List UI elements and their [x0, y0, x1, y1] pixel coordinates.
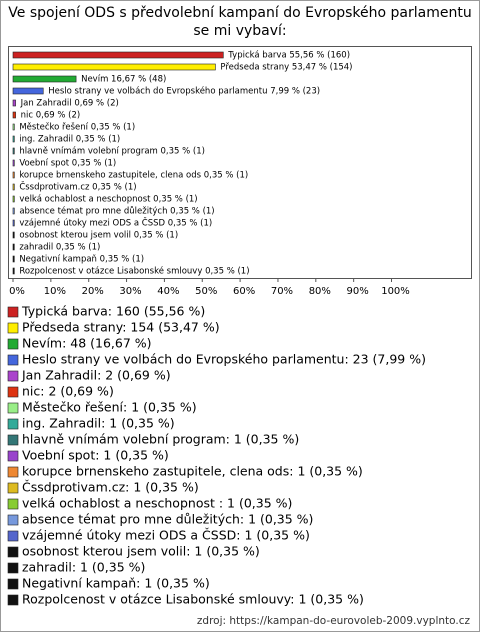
bar — [12, 207, 15, 215]
legend-swatch — [7, 402, 19, 414]
bar — [12, 123, 15, 131]
x-tick-label: 70% — [271, 286, 293, 297]
x-tick-label: 90% — [347, 286, 369, 297]
legend-swatch — [7, 482, 19, 494]
legend-label: vzájemné útoky mezi ODS a ČSSD: 1 (0,35 … — [22, 528, 310, 543]
legend-label: korupce brnenskeho zastupitele, clena od… — [22, 464, 363, 479]
bar — [12, 171, 15, 179]
legend-label: nic: 2 (0,69 %) — [22, 384, 114, 399]
legend-label: hlavně vnímám volební program: 1 (0,35 %… — [22, 432, 299, 447]
legend-swatch — [7, 306, 19, 318]
x-tick-label: 60% — [233, 286, 255, 297]
bar-label: Jan Zahradil 0,69 % (2) — [20, 99, 119, 109]
legend-swatch — [7, 514, 19, 526]
legend-swatch — [7, 354, 19, 366]
bar — [12, 63, 216, 71]
bar — [12, 75, 77, 83]
bar — [12, 99, 16, 107]
legend-swatch — [7, 578, 19, 590]
bar-label: Rozpolcenost v otázce Lisabonské smlouvy… — [19, 266, 249, 277]
bar-label: Čssdprotivam.cz 0,35 % (1) — [19, 181, 136, 193]
bar-label: hlavně vnímám volební program 0,35 % (1) — [19, 147, 205, 157]
legend-swatch — [7, 594, 19, 606]
bar-label: osobnost kterou jsem volil 0,35 % (1) — [19, 231, 178, 241]
bar-label: Nevím 16,67 % (48) — [81, 75, 166, 85]
legend-swatch — [7, 434, 19, 446]
legend-swatch — [7, 530, 19, 542]
legend-label: osobnost kterou jsem volil: 1 (0,35 %) — [22, 544, 260, 559]
bar-label: velká ochablost a neschopnost 0,35 % (1) — [19, 195, 197, 205]
legend-swatch — [7, 386, 19, 398]
bar-label: Negativní kampaň 0,35 % (1) — [19, 254, 144, 265]
legend-swatch — [7, 498, 19, 510]
legend-label: velká ochablost a neschopnost : 1 (0,35 … — [22, 496, 292, 511]
legend-swatch — [7, 466, 19, 478]
legend-label: zahradil: 1 (0,35 %) — [22, 560, 145, 575]
legend-label: Typická barva: 160 (55,56 %) — [21, 304, 205, 319]
bar-label: Typická barva 55,56 % (160) — [227, 51, 350, 61]
x-tick-label: 0% — [9, 286, 25, 297]
legend-swatch — [7, 338, 19, 350]
legend-label: Jan Zahradil: 2 (0,69 %) — [21, 368, 171, 383]
legend-swatch — [7, 370, 19, 382]
bar — [12, 87, 44, 95]
x-tick-label: 50% — [195, 286, 217, 297]
legend-label: ing. Zahradil: 1 (0,35 %) — [22, 416, 175, 431]
legend-label: Nevím: 48 (16,67 %) — [22, 336, 152, 351]
plot-frame — [8, 46, 472, 279]
bar-label: Voební spot 0,35 % (1) — [19, 159, 116, 169]
bar — [12, 255, 15, 263]
bar — [12, 231, 15, 239]
legend-label: Čssdprotivam.cz: 1 (0,35 %) — [22, 480, 199, 495]
bar — [12, 183, 15, 191]
bar-label: vzájemné útoky mezi ODS a ČSSD 0,35 % (1… — [19, 217, 212, 229]
bar — [12, 243, 15, 251]
bar-label: Městečko řešení 0,35 % (1) — [19, 122, 135, 133]
bar — [12, 51, 224, 59]
bar — [12, 159, 15, 167]
source: zdroj: https://kampan-do-eurovoleb-2009.… — [197, 615, 471, 627]
legend-label: Heslo strany ve volbách do Evropského pa… — [22, 352, 426, 367]
legend-swatch — [7, 450, 19, 462]
legend-swatch — [7, 418, 19, 430]
bar-label: nic 0,69 % (2) — [21, 111, 81, 121]
bar — [12, 195, 15, 203]
bar — [12, 267, 15, 275]
legend-swatch — [7, 546, 19, 558]
bar — [12, 111, 16, 119]
legend-swatch — [7, 562, 19, 574]
legend-label: Negativní kampaň: 1 (0,35 %) — [22, 576, 210, 591]
legend-label: Rozpolcenost v otázce Lisabonské smlouvy… — [22, 592, 364, 607]
bar — [12, 147, 15, 155]
chart-title: se mi vybaví: — [193, 23, 286, 39]
legend-label: absence témat pro mne důležitých: 1 (0,3… — [22, 512, 313, 527]
bar-label: Předseda strany 53,47 % (154) — [220, 63, 352, 73]
x-tick-label: 20% — [82, 286, 104, 297]
bar-label: Heslo strany ve volbách do Evropského pa… — [48, 86, 320, 97]
x-tick-label: 100% — [381, 286, 410, 297]
chart-title: Ve spojení ODS s předvolební kampaní do … — [8, 5, 471, 21]
bar-label: korupce brnenskeho zastupitele, clena od… — [19, 171, 248, 181]
legend-label: Předseda strany: 154 (53,47 %) — [22, 320, 220, 335]
bar — [12, 219, 15, 227]
x-tick-label: 40% — [157, 286, 179, 297]
x-tick-label: 30% — [119, 286, 141, 297]
x-tick-label: 10% — [44, 286, 66, 297]
x-tick-label: 80% — [309, 286, 331, 297]
bar-label: ing. Zahradil 0,35 % (1) — [19, 135, 120, 145]
bar-label: zahradil 0,35 % (1) — [19, 243, 100, 253]
legend-swatch — [7, 322, 19, 334]
bar-label: absence témat pro mne důležitých 0,35 % … — [19, 206, 214, 217]
legend-label: Voební spot: 1 (0,35 %) — [22, 448, 169, 463]
bar — [12, 135, 15, 143]
legend-label: Městečko řešení: 1 (0,35 %) — [22, 400, 197, 415]
